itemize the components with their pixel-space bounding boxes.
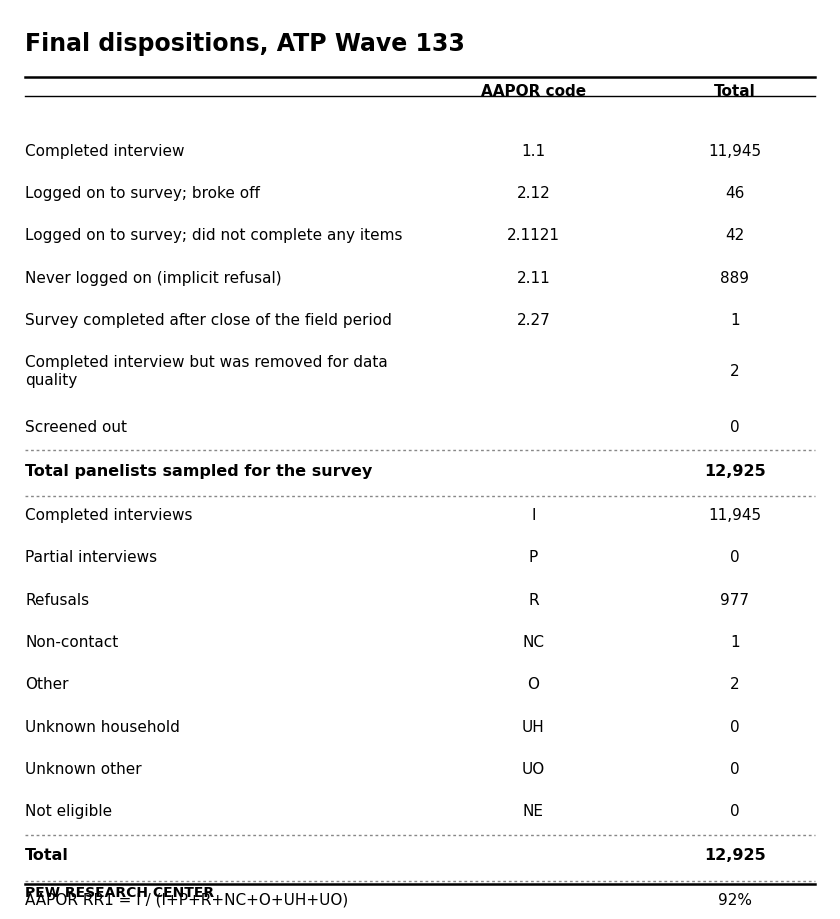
Text: NC: NC xyxy=(522,634,544,650)
Text: R: R xyxy=(528,592,538,607)
Text: 12,925: 12,925 xyxy=(704,847,766,862)
Text: 0: 0 xyxy=(730,719,740,734)
Text: Survey completed after close of the field period: Survey completed after close of the fiel… xyxy=(25,312,392,328)
Text: 2: 2 xyxy=(730,363,740,379)
Text: Logged on to survey; broke off: Logged on to survey; broke off xyxy=(25,186,260,201)
Text: Non-contact: Non-contact xyxy=(25,634,118,650)
Text: 2.27: 2.27 xyxy=(517,312,550,328)
Text: Partial interviews: Partial interviews xyxy=(25,550,157,565)
Text: NE: NE xyxy=(522,803,544,819)
Text: 0: 0 xyxy=(730,803,740,819)
Text: 11,945: 11,945 xyxy=(708,507,762,523)
Text: 11,945: 11,945 xyxy=(708,143,762,159)
Text: Other: Other xyxy=(25,676,69,692)
Text: Total panelists sampled for the survey: Total panelists sampled for the survey xyxy=(25,463,372,478)
Text: 1: 1 xyxy=(730,634,740,650)
Text: 977: 977 xyxy=(721,592,749,607)
Text: 46: 46 xyxy=(725,186,745,201)
Text: Logged on to survey; did not complete any items: Logged on to survey; did not complete an… xyxy=(25,228,402,244)
Text: Refusals: Refusals xyxy=(25,592,89,607)
Text: UO: UO xyxy=(522,761,545,777)
Text: Screened out: Screened out xyxy=(25,419,127,435)
Text: 0: 0 xyxy=(730,550,740,565)
Text: UH: UH xyxy=(522,719,545,734)
Text: 2: 2 xyxy=(730,676,740,692)
Text: Never logged on (implicit refusal): Never logged on (implicit refusal) xyxy=(25,270,282,286)
Text: O: O xyxy=(528,676,539,692)
Text: PEW RESEARCH CENTER: PEW RESEARCH CENTER xyxy=(25,885,214,899)
Text: 1.1: 1.1 xyxy=(522,143,545,159)
Text: 42: 42 xyxy=(726,228,744,244)
Text: Final dispositions, ATP Wave 133: Final dispositions, ATP Wave 133 xyxy=(25,32,465,56)
Text: Not eligible: Not eligible xyxy=(25,803,113,819)
Text: Unknown other: Unknown other xyxy=(25,761,142,777)
Text: P: P xyxy=(528,550,538,565)
Text: I: I xyxy=(531,507,536,523)
Text: 2.11: 2.11 xyxy=(517,270,550,286)
Text: AAPOR code: AAPOR code xyxy=(480,84,586,98)
Text: Completed interview: Completed interview xyxy=(25,143,185,159)
Text: 0: 0 xyxy=(730,761,740,777)
Text: 92%: 92% xyxy=(718,891,752,907)
Text: AAPOR RR1 = I / (I+P+R+NC+O+UH+UO): AAPOR RR1 = I / (I+P+R+NC+O+UH+UO) xyxy=(25,891,349,907)
Text: 2.12: 2.12 xyxy=(517,186,550,201)
Text: Total: Total xyxy=(714,84,756,98)
Text: 12,925: 12,925 xyxy=(704,463,766,478)
Text: Completed interview but was removed for data
quality: Completed interview but was removed for … xyxy=(25,355,388,387)
Text: 0: 0 xyxy=(730,419,740,435)
Text: 2.1121: 2.1121 xyxy=(507,228,560,244)
Text: 889: 889 xyxy=(721,270,749,286)
Text: 1: 1 xyxy=(730,312,740,328)
Text: Unknown household: Unknown household xyxy=(25,719,180,734)
Text: Total: Total xyxy=(25,847,69,862)
Text: Completed interviews: Completed interviews xyxy=(25,507,192,523)
